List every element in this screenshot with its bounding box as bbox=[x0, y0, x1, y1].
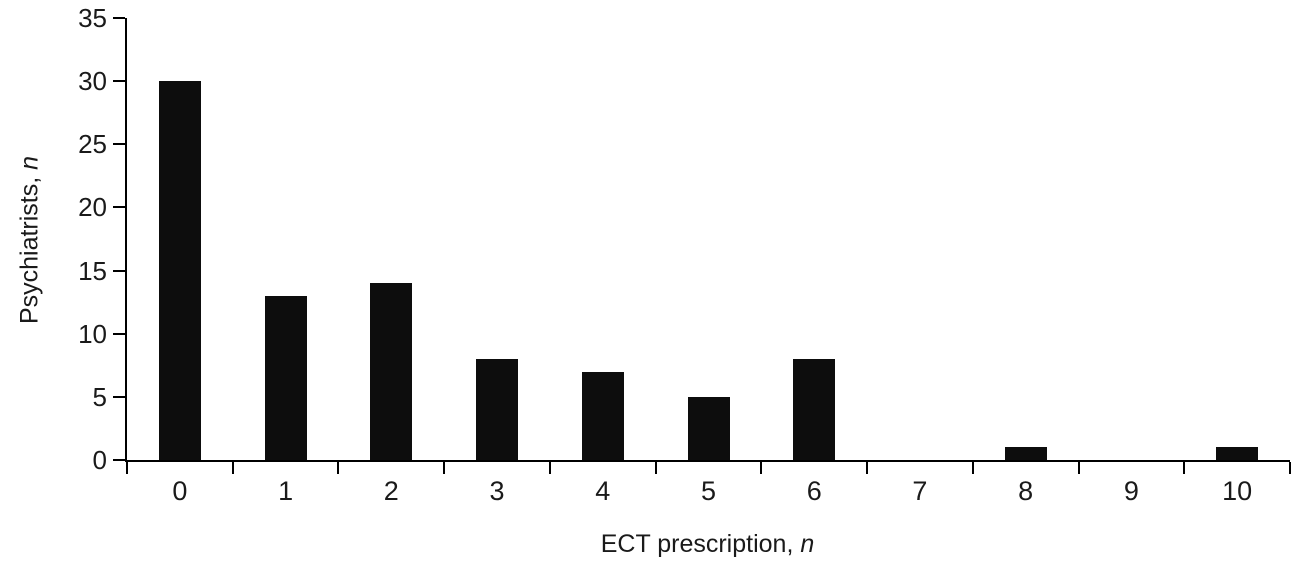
x-axis-tick bbox=[971, 462, 974, 474]
bar-4 bbox=[581, 371, 624, 460]
x-axis-title: ECT prescription, n bbox=[125, 532, 1290, 557]
x-tick-label: 5 bbox=[700, 476, 716, 506]
bar-8 bbox=[1004, 447, 1047, 460]
x-axis-tick bbox=[548, 462, 551, 474]
y-axis-title: Psychiatrists, n bbox=[15, 155, 44, 325]
x-axis-tick bbox=[654, 462, 657, 474]
bar-1 bbox=[264, 295, 307, 460]
y-axis-tick bbox=[113, 206, 125, 209]
bar-6 bbox=[793, 358, 836, 460]
x-tick-label: 6 bbox=[806, 476, 822, 506]
y-axis-tick bbox=[113, 143, 125, 146]
x-tick-label: 0 bbox=[172, 476, 188, 506]
x-tick-label: 1 bbox=[278, 476, 294, 506]
x-tick-label: 7 bbox=[912, 476, 928, 506]
y-axis-title-italic: n bbox=[15, 155, 44, 170]
x-tick-label: 3 bbox=[489, 476, 505, 506]
y-axis-tick bbox=[113, 80, 125, 83]
bar-5 bbox=[687, 396, 730, 460]
y-tick-label: 10 bbox=[78, 318, 107, 349]
x-axis-tick bbox=[1077, 462, 1080, 474]
y-axis-tick bbox=[113, 332, 125, 335]
bar-3 bbox=[476, 358, 519, 460]
y-axis-title-text: Psychiatrists, bbox=[15, 169, 44, 325]
bar-2 bbox=[370, 283, 413, 460]
y-axis-tick bbox=[113, 269, 125, 272]
bar-0 bbox=[158, 81, 201, 460]
x-axis-tick bbox=[443, 462, 446, 474]
plot-area: 0 5 10 15 20 25 30 35 0 1 2 3 4 5 6 7 8 9 10 bbox=[78, 5, 1291, 505]
x-tick-label: 10 bbox=[1222, 476, 1253, 506]
x-axis-title-text: ECT prescription, bbox=[600, 530, 801, 558]
x-tick-label: 8 bbox=[1018, 476, 1034, 506]
x-tick-label: 9 bbox=[1123, 476, 1139, 506]
x-tick-label: 2 bbox=[383, 476, 399, 506]
x-axis-tick bbox=[337, 462, 340, 474]
y-tick-label: 35 bbox=[78, 3, 107, 33]
x-axis-title-italic: n bbox=[800, 530, 815, 558]
x-axis-tick bbox=[126, 462, 128, 474]
y-tick-label: 5 bbox=[92, 381, 107, 412]
y-axis-tick bbox=[113, 395, 125, 398]
y-tick-label: 25 bbox=[78, 129, 107, 160]
x-axis-tick bbox=[760, 462, 763, 474]
y-axis-tick bbox=[113, 17, 125, 19]
x-tick-label: 4 bbox=[595, 476, 611, 506]
bar-10 bbox=[1216, 447, 1259, 460]
y-tick-label: 15 bbox=[78, 255, 107, 286]
y-axis-tick bbox=[113, 459, 125, 461]
y-tick-label: 30 bbox=[78, 66, 107, 97]
x-axis-tick bbox=[231, 462, 234, 474]
x-axis-tick bbox=[1289, 462, 1291, 474]
y-tick-label: 20 bbox=[78, 192, 107, 223]
y-tick-label: 0 bbox=[92, 445, 107, 475]
x-axis-tick bbox=[866, 462, 869, 474]
x-axis-tick bbox=[1183, 462, 1186, 474]
